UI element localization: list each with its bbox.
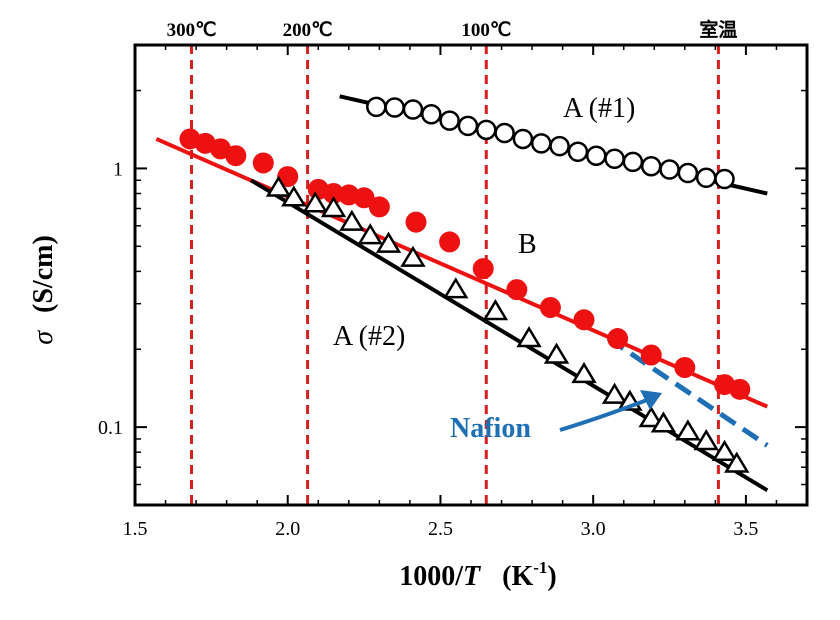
point-series-0-14	[622, 151, 644, 173]
point-series-1-5	[277, 166, 299, 188]
series-label-a-1-: A (#1)	[563, 93, 635, 124]
point-series-0-17	[677, 162, 699, 184]
nafion-arrow	[559, 395, 656, 432]
x-tick-label-3: 3.0	[581, 518, 606, 540]
fit-line-series-3	[607, 336, 769, 448]
nafion-arrow-head	[640, 390, 662, 410]
point-series-2-19	[711, 439, 738, 461]
point-series-0-16	[659, 159, 680, 180]
data-markers	[179, 96, 751, 473]
point-series-2-18	[693, 429, 719, 451]
ref-line-label-3: 室温	[699, 18, 737, 41]
point-series-1-10	[368, 196, 390, 218]
point-series-0-13	[604, 148, 625, 169]
point-series-0-5	[457, 115, 479, 137]
point-series-1-14	[506, 279, 528, 301]
x-tick-label-1: 2.0	[275, 518, 300, 540]
point-series-2-10	[516, 326, 542, 348]
ref-line-label-1: 200℃	[283, 20, 333, 41]
point-series-1-4	[252, 152, 274, 174]
point-series-1-15	[539, 297, 561, 319]
point-series-1-18	[640, 344, 662, 366]
point-series-1-12	[439, 231, 461, 253]
point-series-2-20	[724, 451, 750, 473]
point-series-0-18	[695, 167, 717, 189]
point-series-2-12	[571, 361, 597, 384]
point-series-2-8	[443, 277, 469, 299]
series-label-a-2-: A (#2)	[333, 321, 405, 352]
series-label-b: B	[518, 229, 537, 260]
point-series-2-5	[357, 223, 383, 245]
point-series-1-9	[353, 187, 375, 209]
y-tick-label-1: 1	[113, 158, 123, 180]
point-series-2-11	[543, 342, 570, 364]
ref-line-label-0: 300℃	[167, 20, 217, 41]
point-series-2-16	[650, 411, 677, 433]
point-series-0-8	[512, 128, 534, 150]
x-axis-label: 1000/T (K-1)	[399, 558, 557, 592]
point-series-2-6	[375, 231, 402, 253]
point-series-0-11	[567, 141, 589, 163]
annotations: 300℃ 200℃ 100℃ 室温 A (#1) B A (#2) Nafion	[167, 18, 738, 444]
point-series-1-13	[472, 258, 494, 280]
point-series-2-9	[482, 299, 509, 321]
point-series-2-17	[675, 419, 701, 441]
x-tick-label-0: 1.5	[123, 518, 148, 540]
point-series-0-1	[384, 97, 405, 118]
point-series-0-15	[640, 155, 662, 177]
point-series-0-3	[421, 103, 442, 125]
point-series-1-17	[607, 328, 629, 350]
point-series-2-0	[265, 175, 292, 197]
point-series-0-4	[439, 110, 460, 131]
point-series-0-2	[402, 99, 424, 120]
series-label-nafion: Nafion	[450, 413, 531, 444]
point-series-1-7	[323, 182, 345, 204]
point-series-1-3	[225, 145, 247, 167]
point-series-2-15	[638, 406, 664, 428]
point-series-2-13	[601, 382, 628, 404]
point-series-1-16	[573, 309, 595, 331]
axes: 1.5 2.0 2.5 3.0 3.5 0.1 1 1000/T (K-1) σ(S/cm)	[28, 45, 807, 592]
point-series-0-7	[494, 122, 515, 144]
point-series-2-3	[320, 196, 347, 218]
point-series-2-1	[281, 185, 307, 207]
point-series-0-12	[585, 145, 607, 166]
point-series-2-2	[302, 191, 328, 213]
x-tick-label-2: 2.5	[428, 518, 453, 540]
point-series-2-4	[339, 209, 365, 231]
y-axis-label: σ(S/cm)	[28, 235, 59, 345]
point-series-0-19	[714, 168, 735, 190]
x-tick-label-4: 3.5	[733, 518, 758, 540]
point-series-0-9	[531, 133, 552, 154]
point-series-1-19	[674, 357, 696, 379]
ref-line-label-2: 100℃	[461, 20, 511, 41]
point-series-1-21	[729, 378, 751, 400]
point-series-0-0	[366, 96, 387, 118]
point-series-0-6	[476, 119, 497, 141]
point-series-1-11	[405, 211, 427, 233]
point-series-0-10	[549, 135, 570, 157]
y-tick-label-0: 0.1	[98, 417, 123, 439]
point-series-2-7	[400, 245, 426, 267]
